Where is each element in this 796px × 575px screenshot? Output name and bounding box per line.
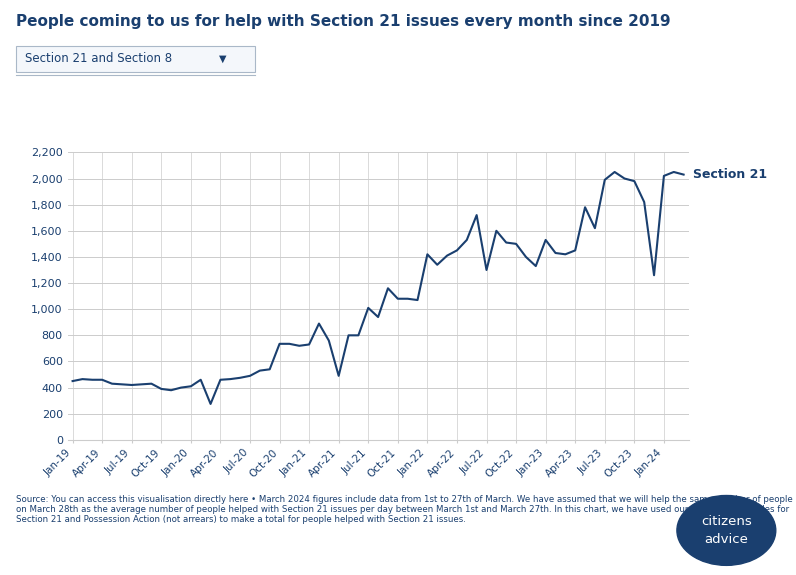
FancyBboxPatch shape	[16, 46, 255, 72]
Text: advice: advice	[704, 533, 748, 546]
Text: citizens: citizens	[701, 515, 751, 528]
Text: Section 21 and Section 8: Section 21 and Section 8	[25, 52, 173, 66]
Text: People coming to us for help with Section 21 issues every month since 2019: People coming to us for help with Sectio…	[16, 14, 670, 29]
Text: Section 21: Section 21	[693, 168, 767, 181]
Text: ▼: ▼	[219, 54, 226, 64]
Ellipse shape	[677, 496, 776, 565]
Text: Source: You can access this visualisation directly here • March 2024 figures inc: Source: You can access this visualisatio…	[16, 494, 793, 524]
